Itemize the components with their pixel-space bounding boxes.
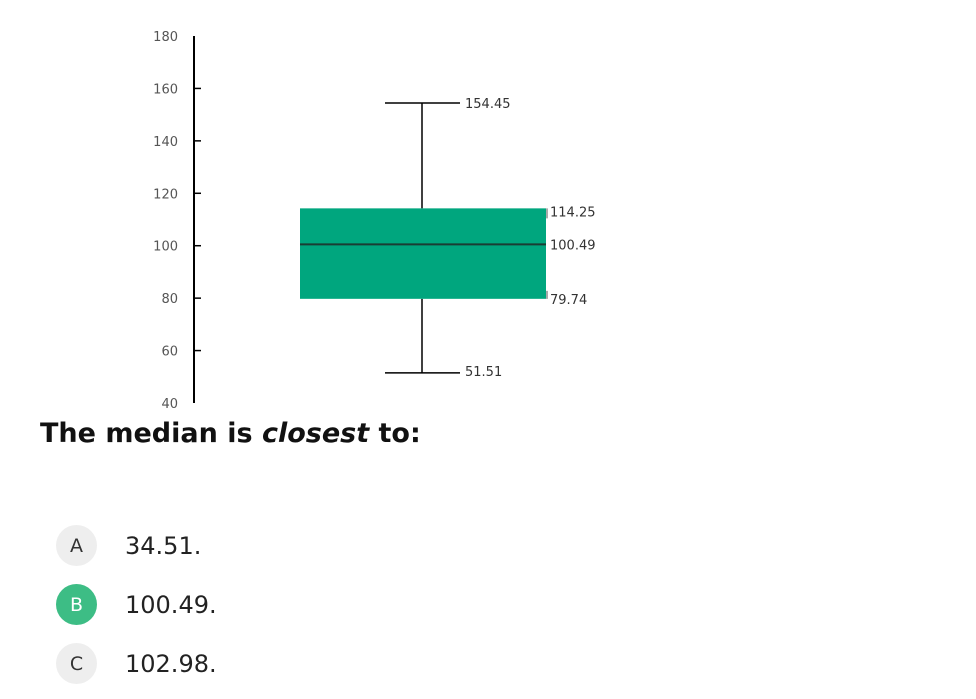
y-tick-label: 140 [153, 135, 178, 150]
option-a-text: 34.51. [125, 531, 202, 560]
upper-whisker-label: 154.45 [465, 97, 511, 112]
option-c-text: 102.98. [125, 649, 217, 678]
question-text: The median is closest to: [40, 418, 421, 449]
option-a-badge: A [56, 525, 97, 566]
question-suffix: to: [369, 418, 421, 449]
y-tick-label: 120 [153, 187, 178, 202]
answer-options: A 34.51. B 100.49. C 102.98. [56, 524, 217, 699]
question-emphasis: closest [261, 418, 370, 449]
option-a[interactable]: A 34.51. [56, 524, 217, 567]
y-tick-label: 80 [161, 292, 178, 307]
box-plot: 154.45 114.25 100.49 79.74 51.51 [300, 97, 596, 380]
y-tick-label: 100 [153, 240, 178, 255]
box-plot-chart: 40 60 80 100 120 140 160 180 154.45 114.25 100.… [153, 30, 596, 412]
y-tick-label: 40 [161, 397, 178, 412]
question-prefix: The median is [40, 418, 262, 449]
lower-whisker-label: 51.51 [465, 365, 502, 380]
option-b-text: 100.49. [125, 590, 217, 619]
option-b-badge: B [56, 584, 97, 625]
option-b[interactable]: B 100.49. [56, 583, 217, 626]
q3-label: 114.25 [550, 205, 596, 220]
iqr-box [300, 208, 546, 299]
option-c[interactable]: C 102.98. [56, 642, 217, 685]
y-tick-label: 180 [153, 30, 178, 45]
q1-label: 79.74 [550, 293, 587, 308]
median-label: 100.49 [550, 238, 596, 253]
y-tick-label: 60 [161, 345, 178, 360]
option-c-badge: C [56, 643, 97, 684]
y-tick-label: 160 [153, 82, 178, 97]
y-axis-ticks: 40 60 80 100 120 140 160 180 [153, 30, 201, 412]
